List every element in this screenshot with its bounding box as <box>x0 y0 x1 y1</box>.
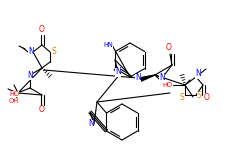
Text: N: N <box>195 69 201 78</box>
Text: HO: HO <box>162 82 172 88</box>
Text: HO: HO <box>9 91 19 97</box>
Text: N: N <box>159 74 165 82</box>
Text: N: N <box>27 70 33 80</box>
Text: S: S <box>52 48 57 57</box>
Text: S: S <box>197 92 201 100</box>
Text: S: S <box>180 93 184 102</box>
Polygon shape <box>140 75 155 81</box>
Text: N: N <box>28 48 34 57</box>
Text: O: O <box>166 44 172 52</box>
Text: O: O <box>204 93 210 102</box>
Text: N: N <box>115 68 121 76</box>
Text: O: O <box>39 26 45 34</box>
Text: OH: OH <box>9 98 19 104</box>
Text: O: O <box>39 105 45 114</box>
Text: HN: HN <box>103 42 113 48</box>
Text: N: N <box>88 120 94 129</box>
Text: N: N <box>135 74 141 82</box>
